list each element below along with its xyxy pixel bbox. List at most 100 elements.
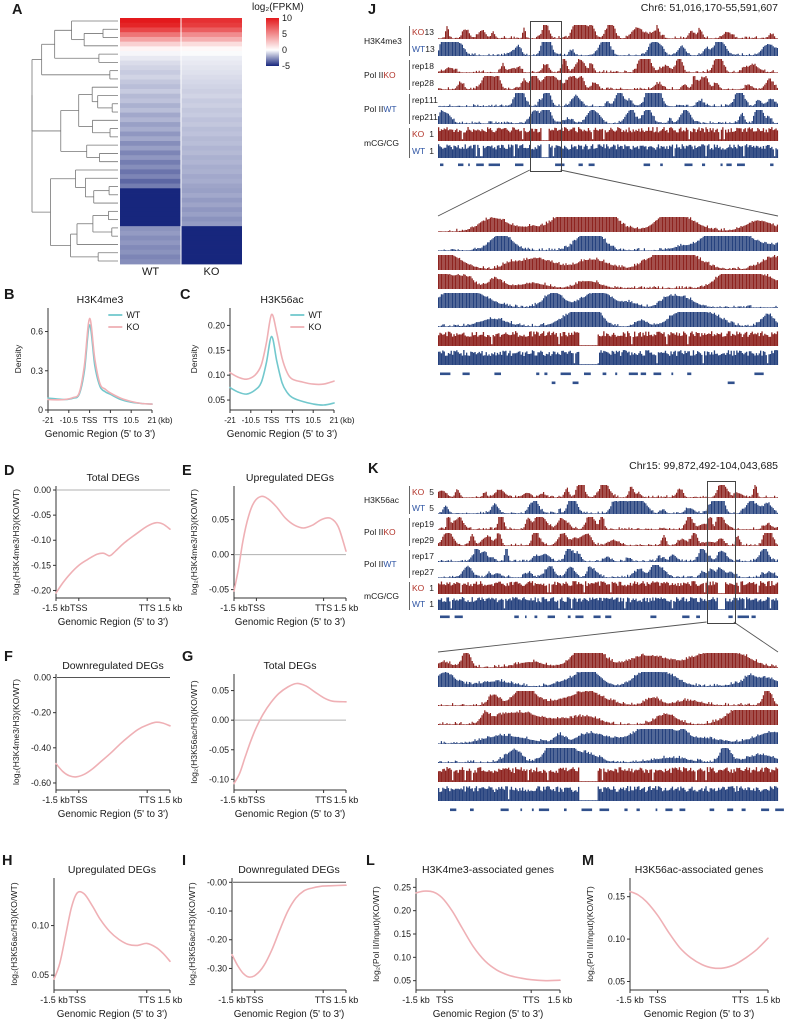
line-chart-H: Upregulated DEGs 0.05 0.10 -1.5 kb TSS TTS 1.5… <box>9 864 183 1020</box>
chart-title: Downregulated DEGs <box>62 660 164 672</box>
track-sub-label: rep1 9 <box>412 516 436 532</box>
y-tick-label: -0.05 <box>209 585 229 595</box>
x-tick-label: 1.5 kb <box>334 795 359 805</box>
x-tick-label: -1.5 kb <box>402 995 430 1005</box>
track-label: rep1 <box>412 61 430 72</box>
track-label: KO <box>412 129 425 140</box>
zoom-region-box <box>706 481 736 624</box>
track-group-name: Pol II KO <box>364 516 396 548</box>
group-bracket <box>409 26 410 56</box>
heatmap-col-label-wt: WT <box>141 266 160 278</box>
group-bracket <box>409 60 410 90</box>
panel-letter-i: I <box>182 853 187 869</box>
track-scale-value: 5 <box>429 502 434 513</box>
track-sub-label: rep1 7 <box>412 548 436 564</box>
x-unit-label: (kb) <box>340 415 355 425</box>
track-label: WT <box>412 146 426 157</box>
genome-browser-chr6: Chr6: 51,016,170-55,591,607 H3K4me3 KO 13 W… <box>362 0 786 456</box>
group-name-genotype: KO <box>383 526 396 537</box>
chart-h3k56ac-density: H3K56ac 0.05 0.10 0.15 0.20 -21 -10.5 TSS TTS 10.… <box>188 292 358 450</box>
panel-a-heatmap: WT KO log₂(FPKM) 10 5 0 -5 <box>6 0 362 282</box>
y-axis-label: Density <box>13 344 23 373</box>
y-tick-label: 0.00 <box>34 673 51 683</box>
y-tick-label: -0.20 <box>207 935 227 945</box>
signal-track <box>438 710 778 725</box>
chart-title: Upregulated DEGs <box>246 472 334 484</box>
track-group-label: mCG/CG KO 1 WT 1 <box>364 126 438 160</box>
line-chart-C: H3K56ac 0.05 0.10 0.15 0.20 -21 -10.5 TSS TTS 10.… <box>189 294 355 440</box>
track-label: WT <box>412 598 426 609</box>
track-group-name: Pol II KO <box>364 58 396 92</box>
x-tick-label: -21 <box>224 416 236 425</box>
zoom-connector-lines <box>437 169 779 217</box>
signal-track <box>438 25 778 39</box>
y-tick-label: -0.60 <box>31 778 51 788</box>
line-chart-D: Total DEGs 0.00 -0.05 -0.10 -0.15 -0.20 -1.5 k… <box>11 472 182 628</box>
signal-track <box>438 767 779 782</box>
track-group-name: H3K4me3 <box>364 24 402 58</box>
signal-track <box>438 42 778 56</box>
x-axis-label: Genomic Region (5' to 3') <box>234 1009 344 1020</box>
y-tick-label: 0.00 <box>212 715 229 725</box>
chart-title: H3K56ac <box>260 294 303 306</box>
signal-track <box>438 533 778 546</box>
x-tick-label: TSS <box>248 603 266 613</box>
track-scale-value: 13 <box>425 44 435 55</box>
track-sub-label: rep2 7 <box>412 564 436 580</box>
chart-downregulated-degs-h3k4me3: Downregulated DEGs 0.00 -0.20 -0.40 -0.60 -1.… <box>10 658 182 830</box>
track-label: rep2 <box>412 566 430 577</box>
x-axis-label: Genomic Region (5' to 3') <box>58 809 168 820</box>
signal-track <box>438 565 778 578</box>
track-scale-value: 1 <box>429 129 434 140</box>
browser-title-chr15: Chr15: 99,872,492-104,043,685 <box>629 460 778 472</box>
heatmap-legend-colorbar <box>266 18 279 66</box>
y-axis-label: log₂(H3K4me3/H3)(KO/WT) <box>11 489 21 595</box>
track-scale-value: 1 <box>429 598 434 609</box>
chart-total-degs-h3k4me3: Total DEGs 0.00 -0.05 -0.10 -0.15 -0.20 -1.5 k… <box>10 470 182 638</box>
group-name-genotype: WT <box>383 103 397 114</box>
x-tick-label: 21 <box>148 416 157 425</box>
track-sub-label: WT 1 <box>412 143 436 160</box>
y-tick-label: 0.3 <box>31 366 43 376</box>
track-label: WT <box>412 44 426 55</box>
x-tick-label: 1.5 kb <box>158 995 183 1005</box>
signal-track <box>438 93 778 107</box>
x-tick-label: TTS <box>139 795 156 805</box>
gene-annotation-track <box>551 381 735 385</box>
signal-track <box>438 581 779 594</box>
track-sub-label: WT 5 <box>412 500 436 516</box>
panel-letter-e: E <box>182 463 192 479</box>
chart-h3k4me3-associated-genes: H3K4me3-associated genes 0.05 0.10 0.15 0.20… <box>370 862 574 1030</box>
group-name-genotype: KO <box>383 69 396 80</box>
line-chart-I: Downregulated DEGs -0.00 -0.10 -0.20 -0.30 -1… <box>187 864 358 1020</box>
y-tick-label: -0.05 <box>31 510 51 520</box>
track-sub-label: KO 13 <box>412 24 436 41</box>
signal-track <box>438 748 778 763</box>
x-tick-label: -10.5 <box>242 416 261 425</box>
x-tick-label: TSS <box>70 603 88 613</box>
track-scale-value: 11 <box>429 95 438 106</box>
x-tick-label: TTS <box>138 995 155 1005</box>
signal-track <box>438 485 778 498</box>
x-tick-label: TTS <box>523 995 540 1005</box>
x-tick-label: -1.5 kb <box>42 795 70 805</box>
panel-letter-c: C <box>180 287 191 303</box>
signal-track <box>438 786 779 801</box>
panel-letter-b: B <box>4 287 15 303</box>
signal-track <box>438 653 778 668</box>
x-tick-label: 1.5 kb <box>158 795 183 805</box>
line-chart-G: Total DEGs -0.10 -0.05 0.00 0.05 -1.5 kb TSS TT… <box>189 660 359 820</box>
legend-tick: -5 <box>282 61 291 71</box>
signal-track <box>438 331 779 346</box>
y-tick-label: 0.05 <box>608 977 625 987</box>
x-tick-label: -1.5 kb <box>616 995 644 1005</box>
track-scale-value: 8 <box>429 61 434 72</box>
track-label: rep1 <box>412 95 430 106</box>
track-label: rep1 <box>412 550 430 561</box>
legend-tick: 5 <box>282 29 288 39</box>
y-tick-label: -0.10 <box>209 774 229 784</box>
chart-title: H3K4me3 <box>77 294 124 306</box>
x-tick-label: TSS <box>264 416 280 425</box>
y-axis-label: log₂(H3K56ac/H3)(KO/WT) <box>9 882 19 985</box>
